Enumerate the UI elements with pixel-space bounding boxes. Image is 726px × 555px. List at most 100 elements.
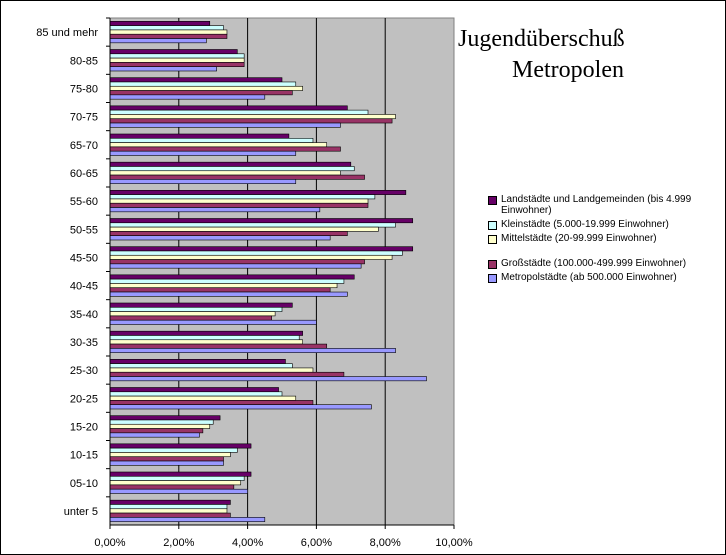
category-label: 05-10: [70, 478, 98, 490]
legend-label: Metropolstädte (ab 500.000 Einwohner): [501, 272, 677, 283]
bar: [109, 404, 372, 410]
bar: [109, 90, 293, 96]
bar: [109, 315, 272, 321]
category-label: 75-80: [70, 83, 98, 95]
bar: [109, 85, 303, 91]
bar: [109, 53, 245, 59]
category-label: 30-35: [70, 337, 98, 349]
bar: [109, 254, 393, 260]
bar: [109, 250, 403, 256]
bar: [109, 302, 293, 308]
chart-title-line-1: Jugendüberschuß: [458, 26, 625, 52]
category-label: 20-25: [70, 393, 98, 405]
bar: [109, 150, 297, 156]
x-tick-label: 0,00%: [94, 537, 125, 549]
bar: [109, 33, 228, 39]
bar: [109, 57, 245, 63]
bar: [109, 306, 283, 312]
bar: [109, 415, 221, 421]
bar: [109, 66, 217, 72]
legend-label: Landstädte und Landgemeinden (bis 4.999 …: [501, 194, 692, 216]
bar: [109, 81, 297, 87]
category-label: 15-20: [70, 421, 98, 433]
bar: [109, 460, 224, 466]
bar: [109, 471, 252, 477]
bar: [109, 484, 235, 490]
x-tick-label: 10,00%: [435, 537, 473, 549]
bar: [109, 207, 321, 213]
bar: [109, 480, 242, 486]
bar: [109, 49, 238, 55]
legend-swatch: [488, 274, 497, 283]
bar: [109, 190, 407, 195]
bar: [109, 278, 345, 284]
plot-area: [109, 17, 455, 526]
bar: [109, 452, 231, 458]
bar: [109, 343, 328, 349]
bar: [109, 456, 224, 462]
bar: [109, 109, 369, 115]
x-tick-label: 8,00%: [370, 537, 401, 549]
x-tick-label: 2,00%: [163, 537, 194, 549]
bar: [109, 179, 297, 184]
bar: [109, 391, 283, 397]
bar: [109, 371, 345, 377]
bar: [109, 25, 224, 31]
bar: [109, 400, 314, 405]
bar: [109, 122, 341, 128]
bar: [109, 194, 376, 200]
bar: [109, 202, 369, 208]
bar: [109, 423, 211, 429]
bar: [109, 283, 338, 289]
legend-item-grossstaedte: Großstädte (100.000-499.999 Einwohner): [484, 258, 726, 269]
category-label: 40-45: [70, 281, 98, 293]
bar: [109, 77, 283, 83]
bar: [109, 428, 204, 434]
category-label: 55-60: [70, 196, 98, 208]
bar: [109, 443, 252, 449]
bar: [109, 114, 396, 120]
bar: [109, 259, 365, 265]
category-label: 45-50: [70, 252, 98, 264]
chart-legend: Landstädte und Landgemeinden (bis 4.999 …: [484, 194, 726, 286]
legend-item-metropolstaedte: Metropolstädte (ab 500.000 Einwohner): [484, 272, 726, 283]
legend-item-mittelstaedte: Mittelstädte (20-99.999 Einwohner): [484, 233, 726, 244]
legend-label: Großstädte (100.000-499.999 Einwohner): [501, 258, 687, 269]
bar: [109, 138, 314, 143]
category-label: 50-55: [70, 224, 98, 236]
bar: [109, 339, 303, 345]
chart-title-line-2: Metropolen: [512, 57, 624, 83]
bar: [109, 499, 231, 505]
bar: [109, 395, 297, 401]
bar: [109, 246, 414, 252]
bar: [109, 432, 200, 438]
bar: [109, 146, 341, 152]
legend-label: Mittelstädte (20-99.999 Einwohner): [501, 233, 657, 244]
bar: [109, 311, 276, 317]
legend-label: Kleinstädte (5.000-19.999 Einwohner): [501, 219, 669, 230]
bar: [109, 363, 293, 369]
category-label: 10-15: [70, 450, 98, 462]
bar: [109, 348, 396, 353]
bar: [109, 291, 348, 297]
bar: [109, 419, 214, 425]
bar: [109, 319, 317, 325]
category-label: 65-70: [70, 140, 98, 152]
bar: [109, 447, 238, 453]
bar: [109, 367, 314, 373]
legend-item-landstaedte: Landstädte und Landgemeinden (bis 4.999 …: [484, 194, 726, 216]
bar: [109, 62, 245, 68]
category-label: 25-30: [70, 365, 98, 377]
bar: [109, 21, 211, 26]
bar: [109, 166, 355, 172]
legend-item-kleinstaedte: Kleinstädte (5.000-19.999 Einwohner): [484, 219, 726, 230]
bar: [109, 274, 355, 280]
category-label: 80-85: [70, 55, 98, 67]
bar: [109, 387, 279, 393]
bar: [109, 330, 303, 336]
category-label: unter 5: [64, 506, 98, 518]
legend-swatch: [488, 260, 497, 269]
category-label: 85 und mehr: [36, 27, 98, 39]
bar: [109, 218, 414, 224]
